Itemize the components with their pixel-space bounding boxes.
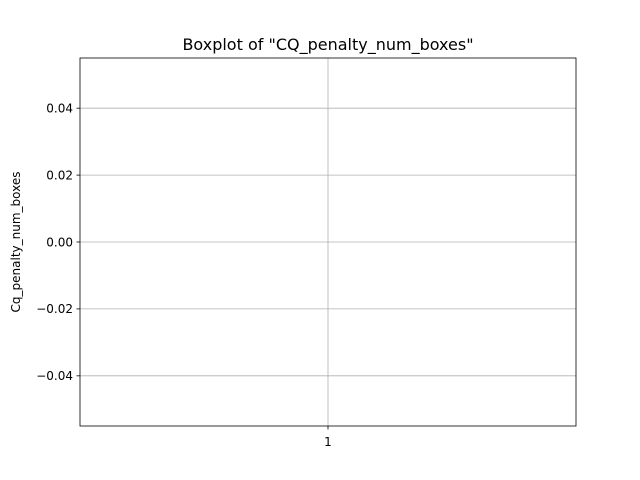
y-tick-label: −0.02 <box>36 302 73 316</box>
y-tick-label: −0.04 <box>36 369 73 383</box>
y-tick-label: 0.04 <box>46 101 73 115</box>
y-axis-label: Cq_penalty_num_boxes <box>9 172 23 313</box>
y-tick-label: 0.02 <box>46 168 73 182</box>
ticks: −0.04 −0.02 0.00 0.02 0.04 1 <box>36 101 332 449</box>
x-tick-label: 1 <box>324 435 332 449</box>
grid <box>80 58 576 426</box>
chart-title: Boxplot of "CQ_penalty_num_boxes" <box>182 35 473 55</box>
plot-frame <box>79 57 577 427</box>
y-tick-label: 0.00 <box>46 235 73 249</box>
